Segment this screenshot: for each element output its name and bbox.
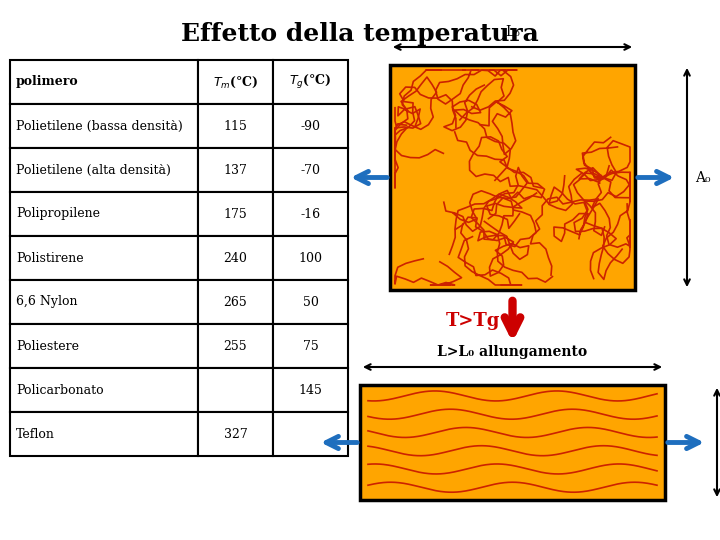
Bar	[10, 148, 198, 192]
Bar	[198, 60, 273, 104]
Bar	[273, 236, 348, 280]
Bar	[10, 324, 198, 368]
Bar	[10, 192, 198, 236]
Bar	[10, 236, 198, 280]
Bar	[273, 148, 348, 192]
Text: L₀: L₀	[505, 25, 520, 39]
Text: 255: 255	[224, 340, 247, 353]
Text: 137: 137	[224, 164, 248, 177]
Text: $T_g$(°C): $T_g$(°C)	[289, 73, 332, 91]
Text: 265: 265	[224, 295, 248, 308]
Text: 145: 145	[299, 383, 323, 396]
Bar	[10, 104, 198, 148]
Text: Poliestere: Poliestere	[16, 340, 79, 353]
Bar	[273, 368, 348, 412]
Text: $T_m$(°C): $T_m$(°C)	[213, 75, 258, 90]
Text: Polipropilene: Polipropilene	[16, 207, 100, 220]
Text: 115: 115	[224, 119, 248, 132]
Bar	[10, 368, 198, 412]
Bar	[273, 280, 348, 324]
Text: 100: 100	[299, 252, 323, 265]
Text: Polistirene: Polistirene	[16, 252, 84, 265]
Text: -16: -16	[300, 207, 320, 220]
Text: 240: 240	[224, 252, 248, 265]
Bar	[273, 104, 348, 148]
Bar	[273, 412, 348, 456]
Bar	[198, 148, 273, 192]
Bar	[390, 65, 635, 290]
Bar	[273, 60, 348, 104]
Text: A₀: A₀	[695, 171, 711, 185]
Bar	[273, 192, 348, 236]
Text: 75: 75	[302, 340, 318, 353]
Text: 50: 50	[302, 295, 318, 308]
Text: Polietilene (alta densità): Polietilene (alta densità)	[16, 164, 171, 177]
Text: polimero: polimero	[16, 76, 78, 89]
Text: T>Tg: T>Tg	[446, 313, 500, 330]
Bar	[10, 280, 198, 324]
Text: Polietilene (bassa densità): Polietilene (bassa densità)	[16, 119, 183, 132]
Bar	[198, 192, 273, 236]
Text: -90: -90	[300, 119, 320, 132]
Text: L>L₀ allungamento: L>L₀ allungamento	[438, 345, 588, 359]
Bar	[198, 236, 273, 280]
Bar	[198, 368, 273, 412]
Bar	[198, 324, 273, 368]
Bar	[198, 104, 273, 148]
Bar	[360, 385, 665, 500]
Text: 6,6 Nylon: 6,6 Nylon	[16, 295, 78, 308]
Text: 175: 175	[224, 207, 248, 220]
Text: Policarbonato: Policarbonato	[16, 383, 104, 396]
Bar	[198, 280, 273, 324]
Text: Effetto della temperatura: Effetto della temperatura	[181, 22, 539, 46]
Bar	[10, 60, 198, 104]
Text: Teflon: Teflon	[16, 428, 55, 441]
Bar	[198, 412, 273, 456]
Text: -70: -70	[300, 164, 320, 177]
Bar	[10, 412, 198, 456]
Text: 327: 327	[224, 428, 248, 441]
Bar	[273, 324, 348, 368]
